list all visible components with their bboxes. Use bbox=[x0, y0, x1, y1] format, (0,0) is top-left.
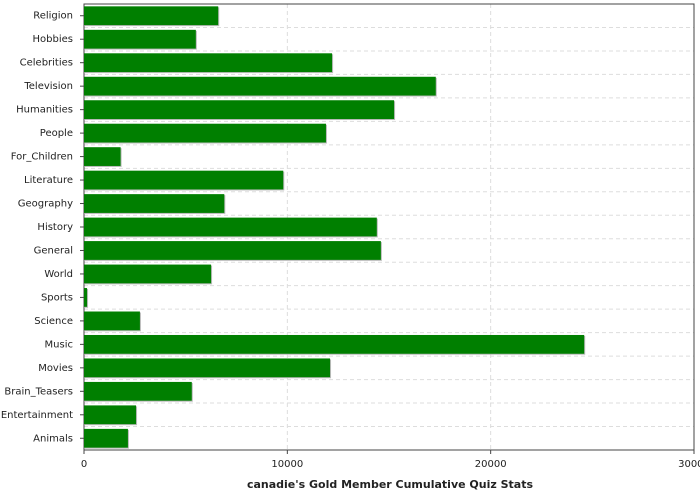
y-tick-label: History bbox=[37, 222, 73, 233]
bar bbox=[84, 311, 140, 331]
y-tick-label: Science bbox=[34, 316, 73, 327]
bar bbox=[84, 76, 436, 96]
y-tick-label: Sports bbox=[41, 292, 73, 303]
x-tick-label: 20000 bbox=[475, 459, 507, 470]
y-tick-label: Entertainment bbox=[1, 410, 73, 421]
y-tick-label: People bbox=[40, 128, 73, 139]
bar bbox=[84, 288, 88, 307]
y-tick-label: Music bbox=[45, 339, 73, 350]
bar bbox=[84, 170, 284, 190]
y-tick-label: Geography bbox=[18, 199, 73, 210]
y-tick-label: Brain_Teasers bbox=[4, 386, 73, 397]
bar bbox=[84, 147, 121, 166]
bar bbox=[84, 6, 219, 26]
y-tick-label: Hobbies bbox=[33, 34, 73, 45]
bar bbox=[84, 381, 192, 401]
bar bbox=[84, 29, 196, 49]
y-tick-label: Animals bbox=[33, 433, 73, 444]
y-tick-label: General bbox=[34, 245, 73, 256]
bar bbox=[84, 53, 333, 73]
y-tick-label: Movies bbox=[38, 363, 73, 374]
bar bbox=[84, 123, 326, 143]
x-tick-label: 0 bbox=[81, 459, 87, 470]
y-tick-label: World bbox=[44, 269, 73, 280]
bar bbox=[84, 241, 381, 260]
bar bbox=[84, 100, 395, 120]
bar bbox=[84, 428, 128, 448]
bar bbox=[84, 405, 137, 425]
y-tick-label: Celebrities bbox=[20, 58, 73, 69]
bar bbox=[84, 334, 585, 354]
x-tick-label: 30000 bbox=[678, 459, 700, 470]
y-tick-label: Humanities bbox=[16, 105, 73, 116]
bar bbox=[84, 194, 225, 213]
y-tick-label: For_Children bbox=[11, 152, 73, 163]
chart-title: canadie's Gold Member Cumulative Quiz St… bbox=[247, 478, 533, 491]
bar bbox=[84, 264, 212, 284]
bar bbox=[84, 217, 377, 237]
bar bbox=[84, 358, 331, 378]
x-tick-label: 10000 bbox=[271, 459, 303, 470]
y-tick-label: Literature bbox=[24, 175, 73, 186]
y-tick-label: Television bbox=[23, 81, 73, 92]
y-tick-label: Religion bbox=[33, 11, 73, 22]
